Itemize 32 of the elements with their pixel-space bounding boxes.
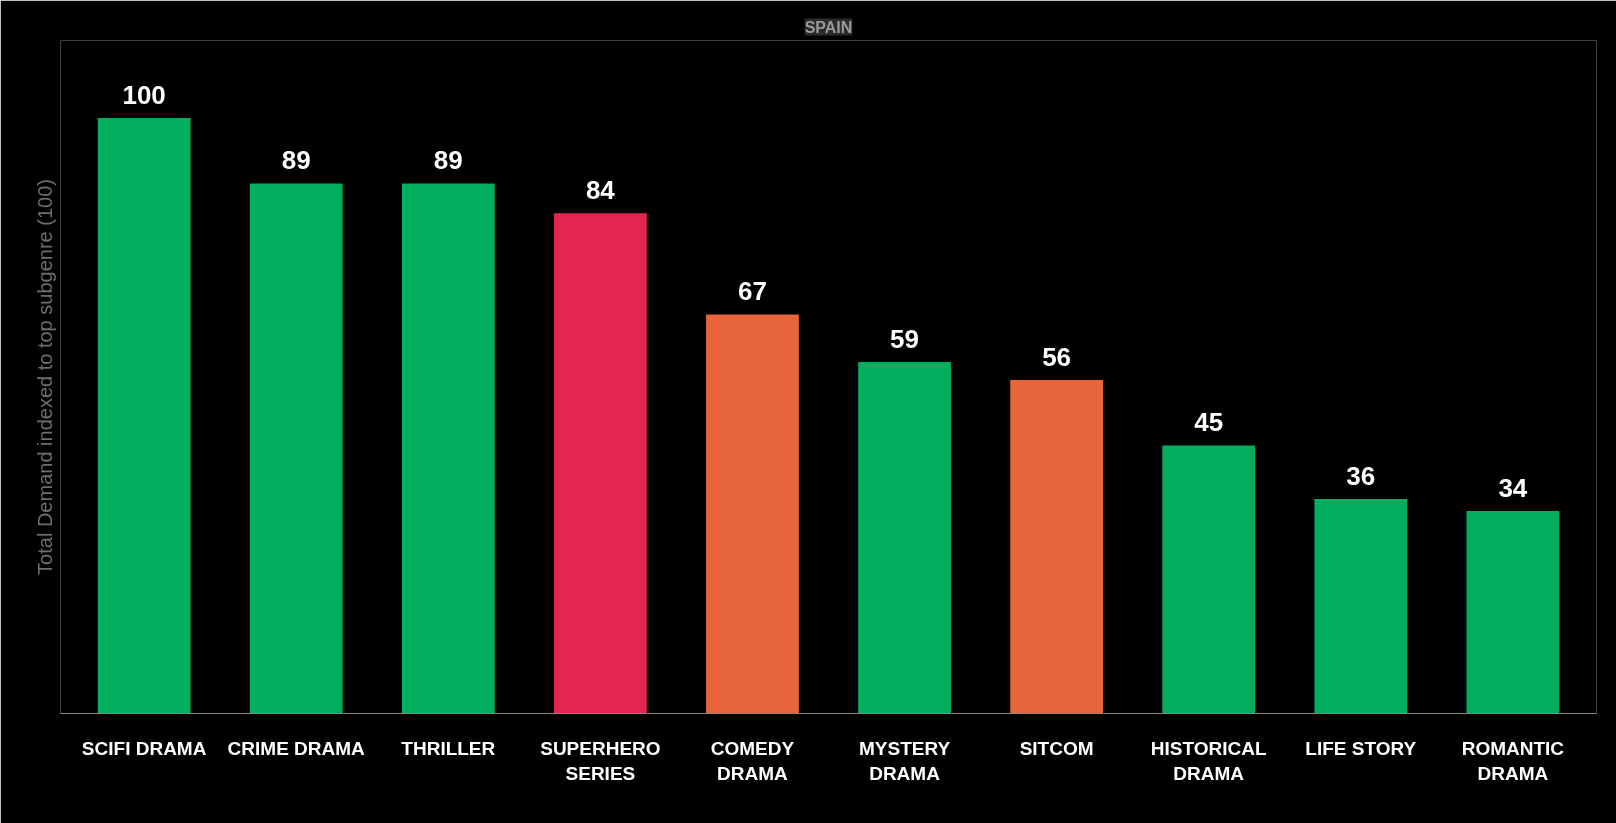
x-tick-label: SUPERHERO SERIES	[540, 737, 661, 784]
x-tick-label: LIFE STORY	[1305, 737, 1417, 759]
data-label: 67	[738, 276, 767, 307]
x-tick-label: THRILLER	[401, 737, 496, 759]
data-label: 89	[433, 145, 463, 176]
bar	[1314, 499, 1408, 714]
bar	[249, 183, 343, 714]
data-label: 34	[1498, 473, 1528, 503]
chart-title: SPAIN	[804, 18, 853, 36]
x-tick-label: SCIFI DRAMA	[81, 737, 207, 759]
bar	[1466, 511, 1560, 714]
x-tick-label: HISTORICAL DRAMA	[1150, 737, 1267, 784]
bar	[554, 213, 647, 714]
data-label: 59	[890, 324, 919, 355]
bar	[401, 183, 495, 714]
data-label: 36	[1346, 461, 1376, 492]
y-axis-title: Total Demand indexed to top subgenre (100)	[33, 179, 56, 575]
x-tick-label: CRIME DRAMA	[227, 737, 366, 759]
x-tick-label: MYSTERY DRAMA	[858, 737, 951, 784]
x-tick-label: ROMANTIC DRAMA	[1461, 737, 1565, 784]
data-label: 89	[281, 145, 311, 176]
data-label: 56	[1042, 341, 1072, 372]
bar	[858, 362, 951, 714]
data-label: 84	[585, 175, 616, 206]
bar	[1162, 445, 1256, 714]
data-label: 100	[122, 79, 166, 110]
bar	[97, 117, 191, 714]
bar	[706, 314, 799, 714]
x-tick-label: SITCOM	[1019, 737, 1094, 759]
x-tick-label: COMEDY DRAMA	[710, 737, 795, 784]
bar	[1010, 379, 1103, 714]
data-label: 45	[1194, 407, 1224, 438]
